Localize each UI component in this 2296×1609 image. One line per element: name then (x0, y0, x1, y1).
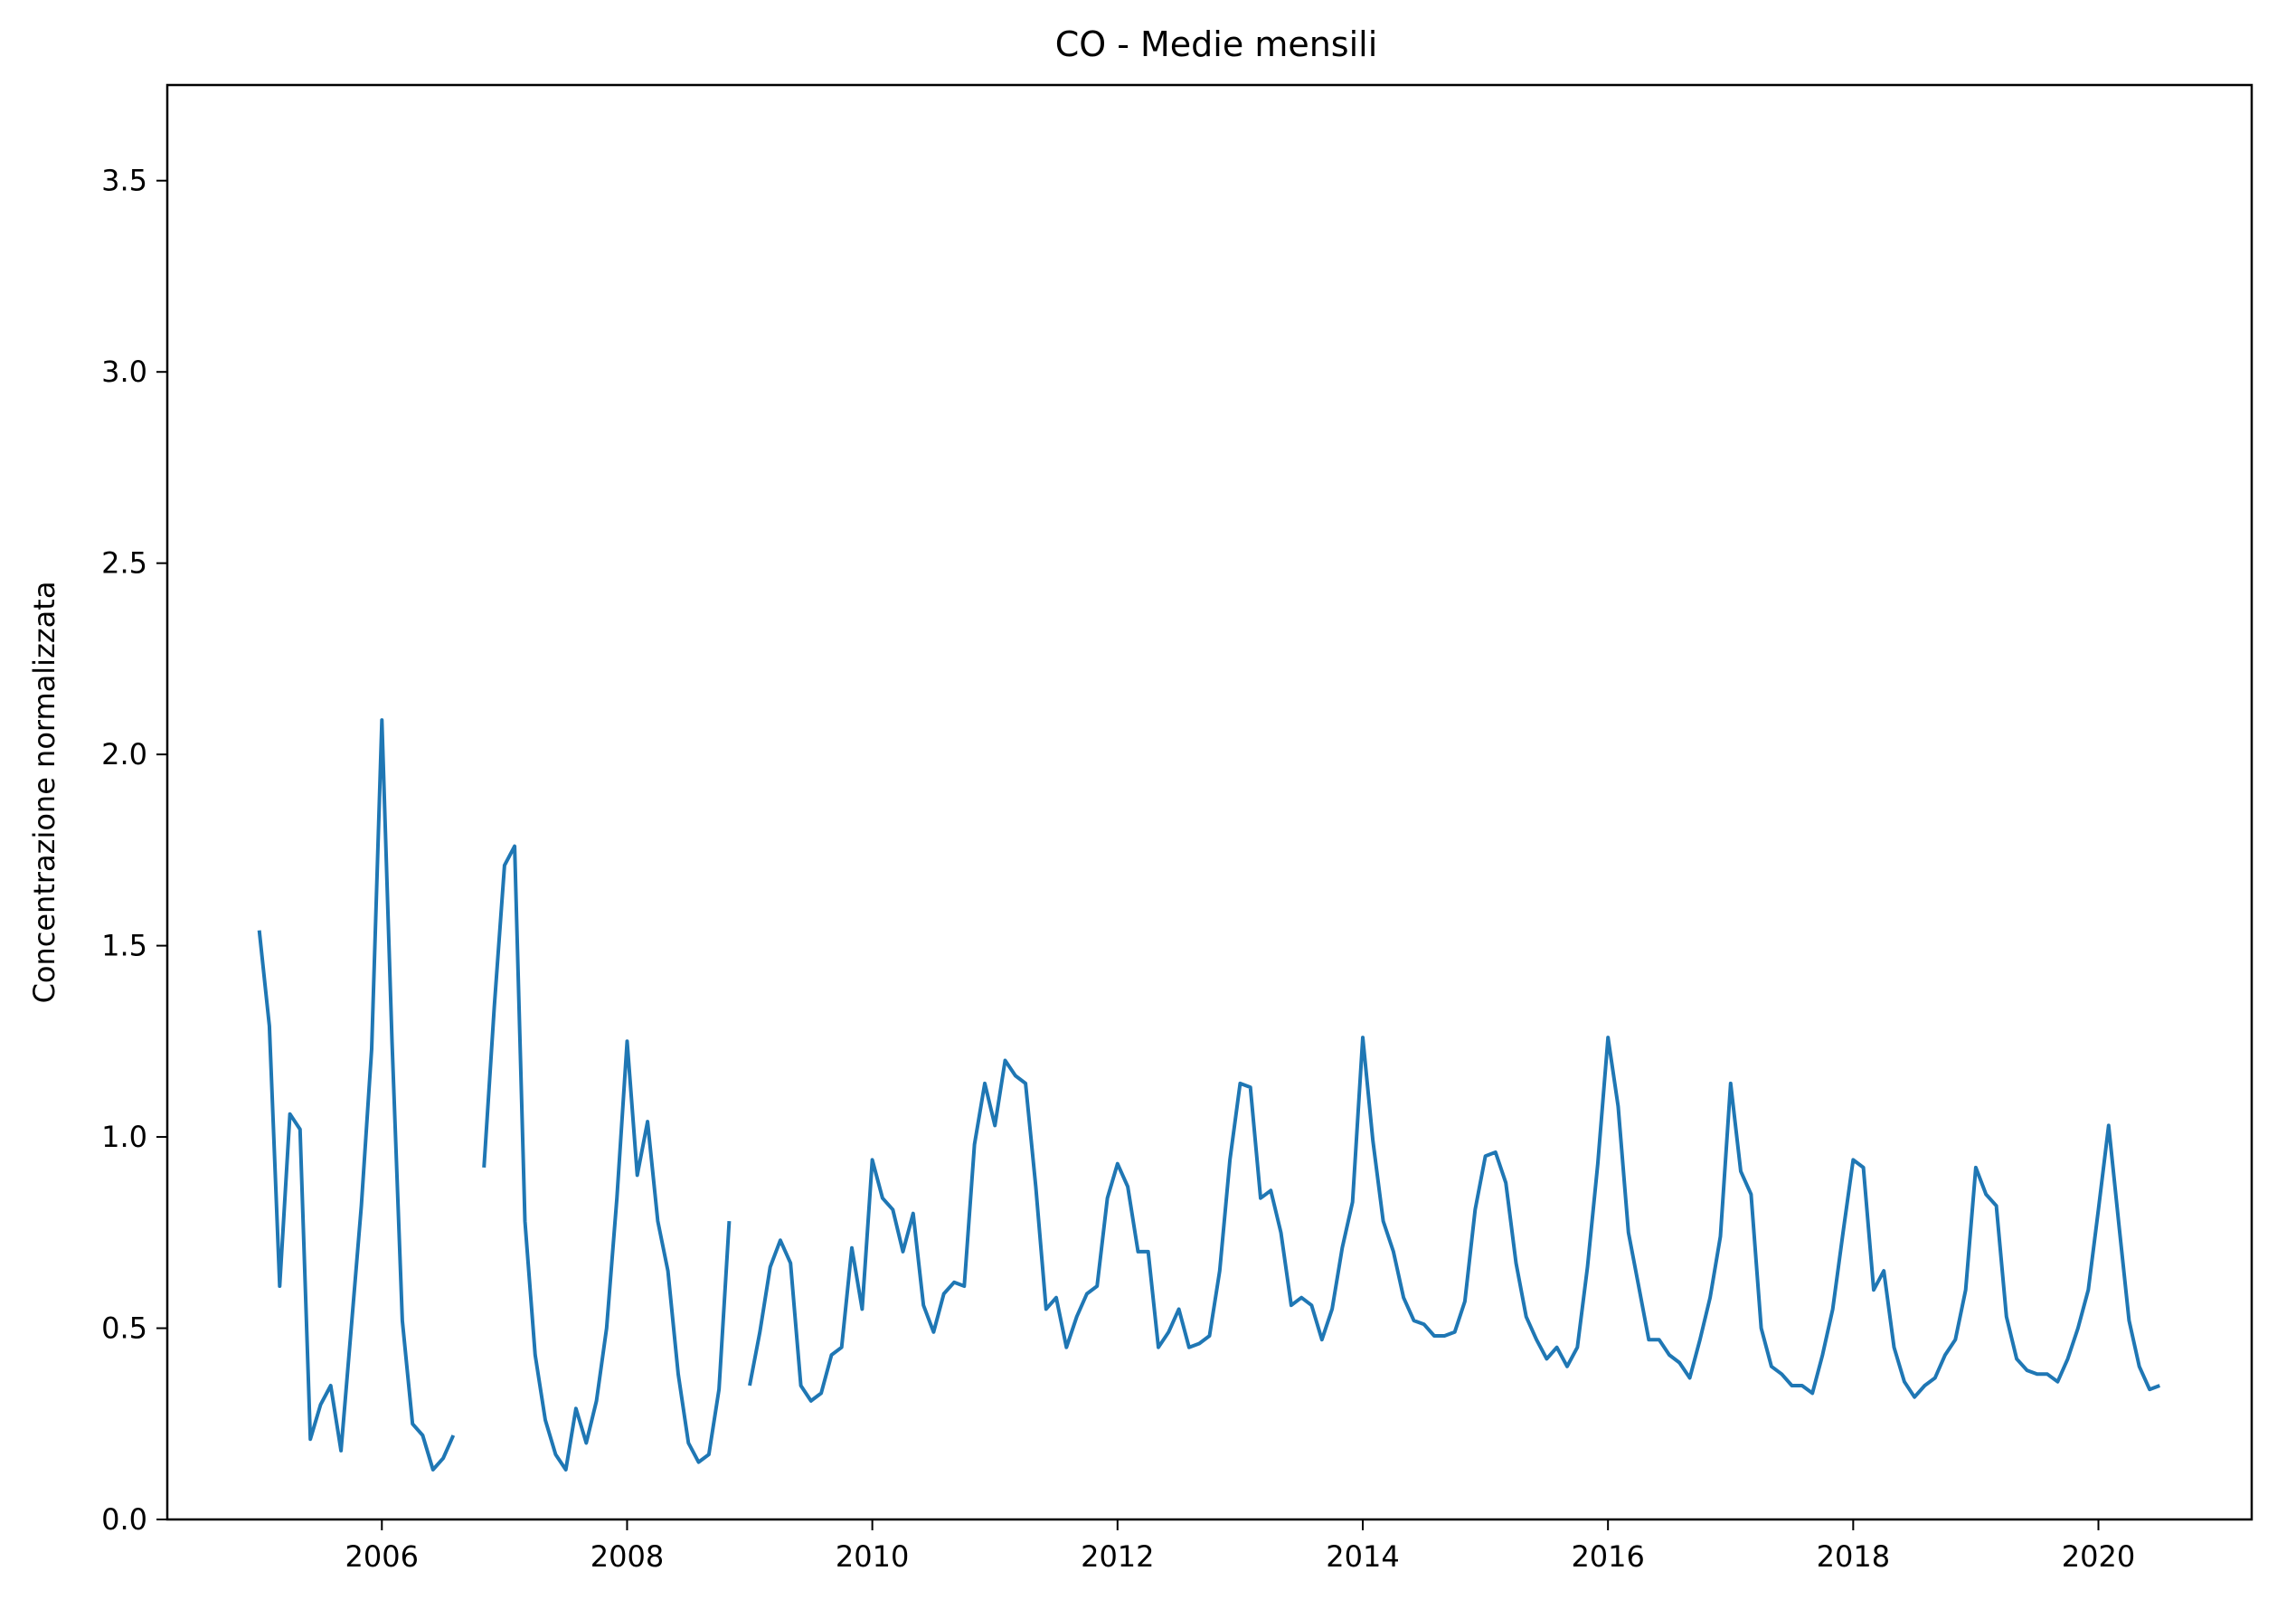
series-line-segment-3 (748, 1036, 2161, 1403)
y-tick-label: 3.0 (101, 355, 147, 389)
x-tick-label: 2010 (836, 1539, 909, 1574)
y-tick-label: 2.0 (101, 737, 147, 771)
x-tick-label: 2008 (591, 1539, 664, 1574)
series-line-segment-2 (482, 844, 732, 1472)
chart-title: CO - Medie mensili (1055, 24, 1378, 64)
x-tick-label: 2014 (1326, 1539, 1399, 1574)
x-tick-label: 2020 (2062, 1539, 2135, 1574)
series-layer (257, 718, 2161, 1472)
plot-frame (165, 83, 2253, 1521)
series-line-segment-1 (257, 718, 456, 1472)
y-tick-label: 0.5 (101, 1311, 147, 1346)
x-tick-label: 2006 (345, 1539, 419, 1574)
y-axis-label: Concentrazione normalizzata (27, 582, 61, 1004)
x-tick-label: 2018 (1817, 1539, 1890, 1574)
ticks-layer: 2006 2008 2010 2012 2014 2016 2018 2020 0.0 0.5 1.… (101, 164, 2135, 1574)
y-tick-label: 0.0 (101, 1502, 147, 1537)
y-tick-label: 2.5 (101, 546, 147, 581)
y-tick-label: 1.0 (101, 1120, 147, 1154)
x-tick-label: 2012 (1081, 1539, 1154, 1574)
y-tick-label: 3.5 (101, 164, 147, 198)
x-tick-label: 2016 (1571, 1539, 1644, 1574)
y-tick-label: 1.5 (101, 929, 147, 963)
